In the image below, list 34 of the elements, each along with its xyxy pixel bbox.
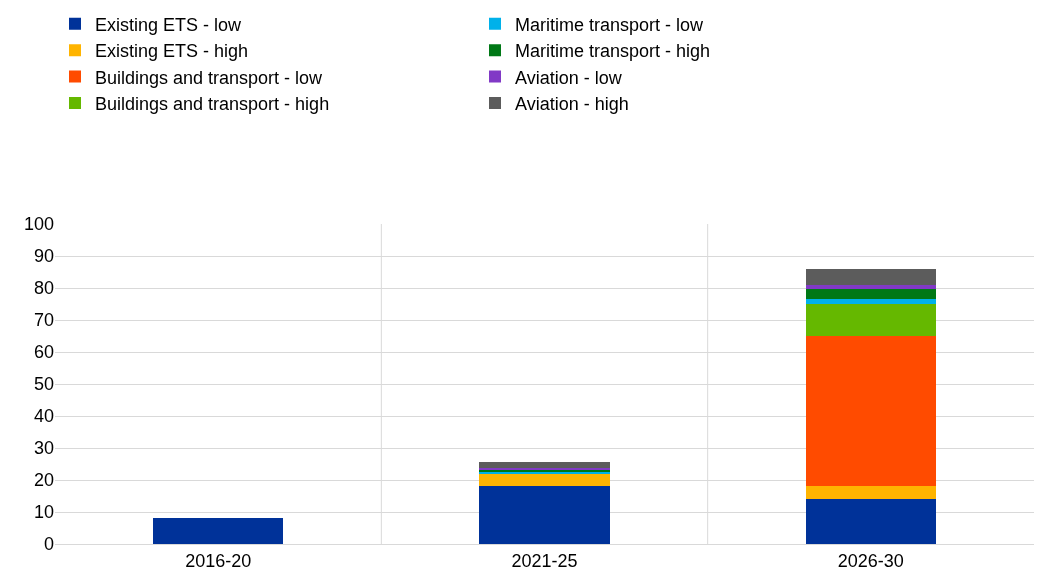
y-tick-label: 0 [43, 534, 54, 555]
x-tick-label: 2016-20 [185, 550, 252, 571]
x-tick-label: 2026-30 [837, 550, 904, 571]
bar [805, 486, 937, 500]
y-tick-label: 70 [33, 310, 54, 331]
legend-label: Buildings and transport - high [95, 94, 330, 115]
y-tick-label: 10 [33, 502, 54, 523]
y-tick-label: 50 [33, 374, 54, 395]
legend-label: Maritime transport - low [515, 14, 705, 35]
bar [805, 336, 937, 487]
bar [805, 285, 937, 289]
y-tick-label: 30 [33, 438, 54, 459]
legend-label: Aviation - high [515, 94, 629, 115]
legend-label: Aviation - low [515, 67, 623, 88]
legend-label: Buildings and transport - low [95, 67, 324, 88]
legend-label: Maritime transport - high [515, 41, 711, 62]
bar [152, 517, 284, 544]
bar [479, 473, 610, 487]
legend-label: Existing ETS - low [95, 14, 243, 35]
bar [805, 304, 937, 336]
bar [479, 462, 610, 468]
bar [805, 298, 937, 304]
bar [805, 499, 937, 544]
y-tick-label: 20 [33, 470, 54, 491]
bar [805, 288, 937, 299]
y-tick-label: 40 [33, 406, 54, 427]
y-tick-label: 80 [33, 278, 54, 299]
y-tick-label: 60 [33, 342, 54, 363]
bar [805, 269, 937, 286]
y-tick-label: 90 [33, 246, 54, 267]
legend-label: Existing ETS - high [95, 41, 249, 62]
bar [479, 486, 610, 544]
x-tick-label: 2021-25 [511, 550, 578, 571]
y-tick-label: 100 [23, 214, 54, 235]
